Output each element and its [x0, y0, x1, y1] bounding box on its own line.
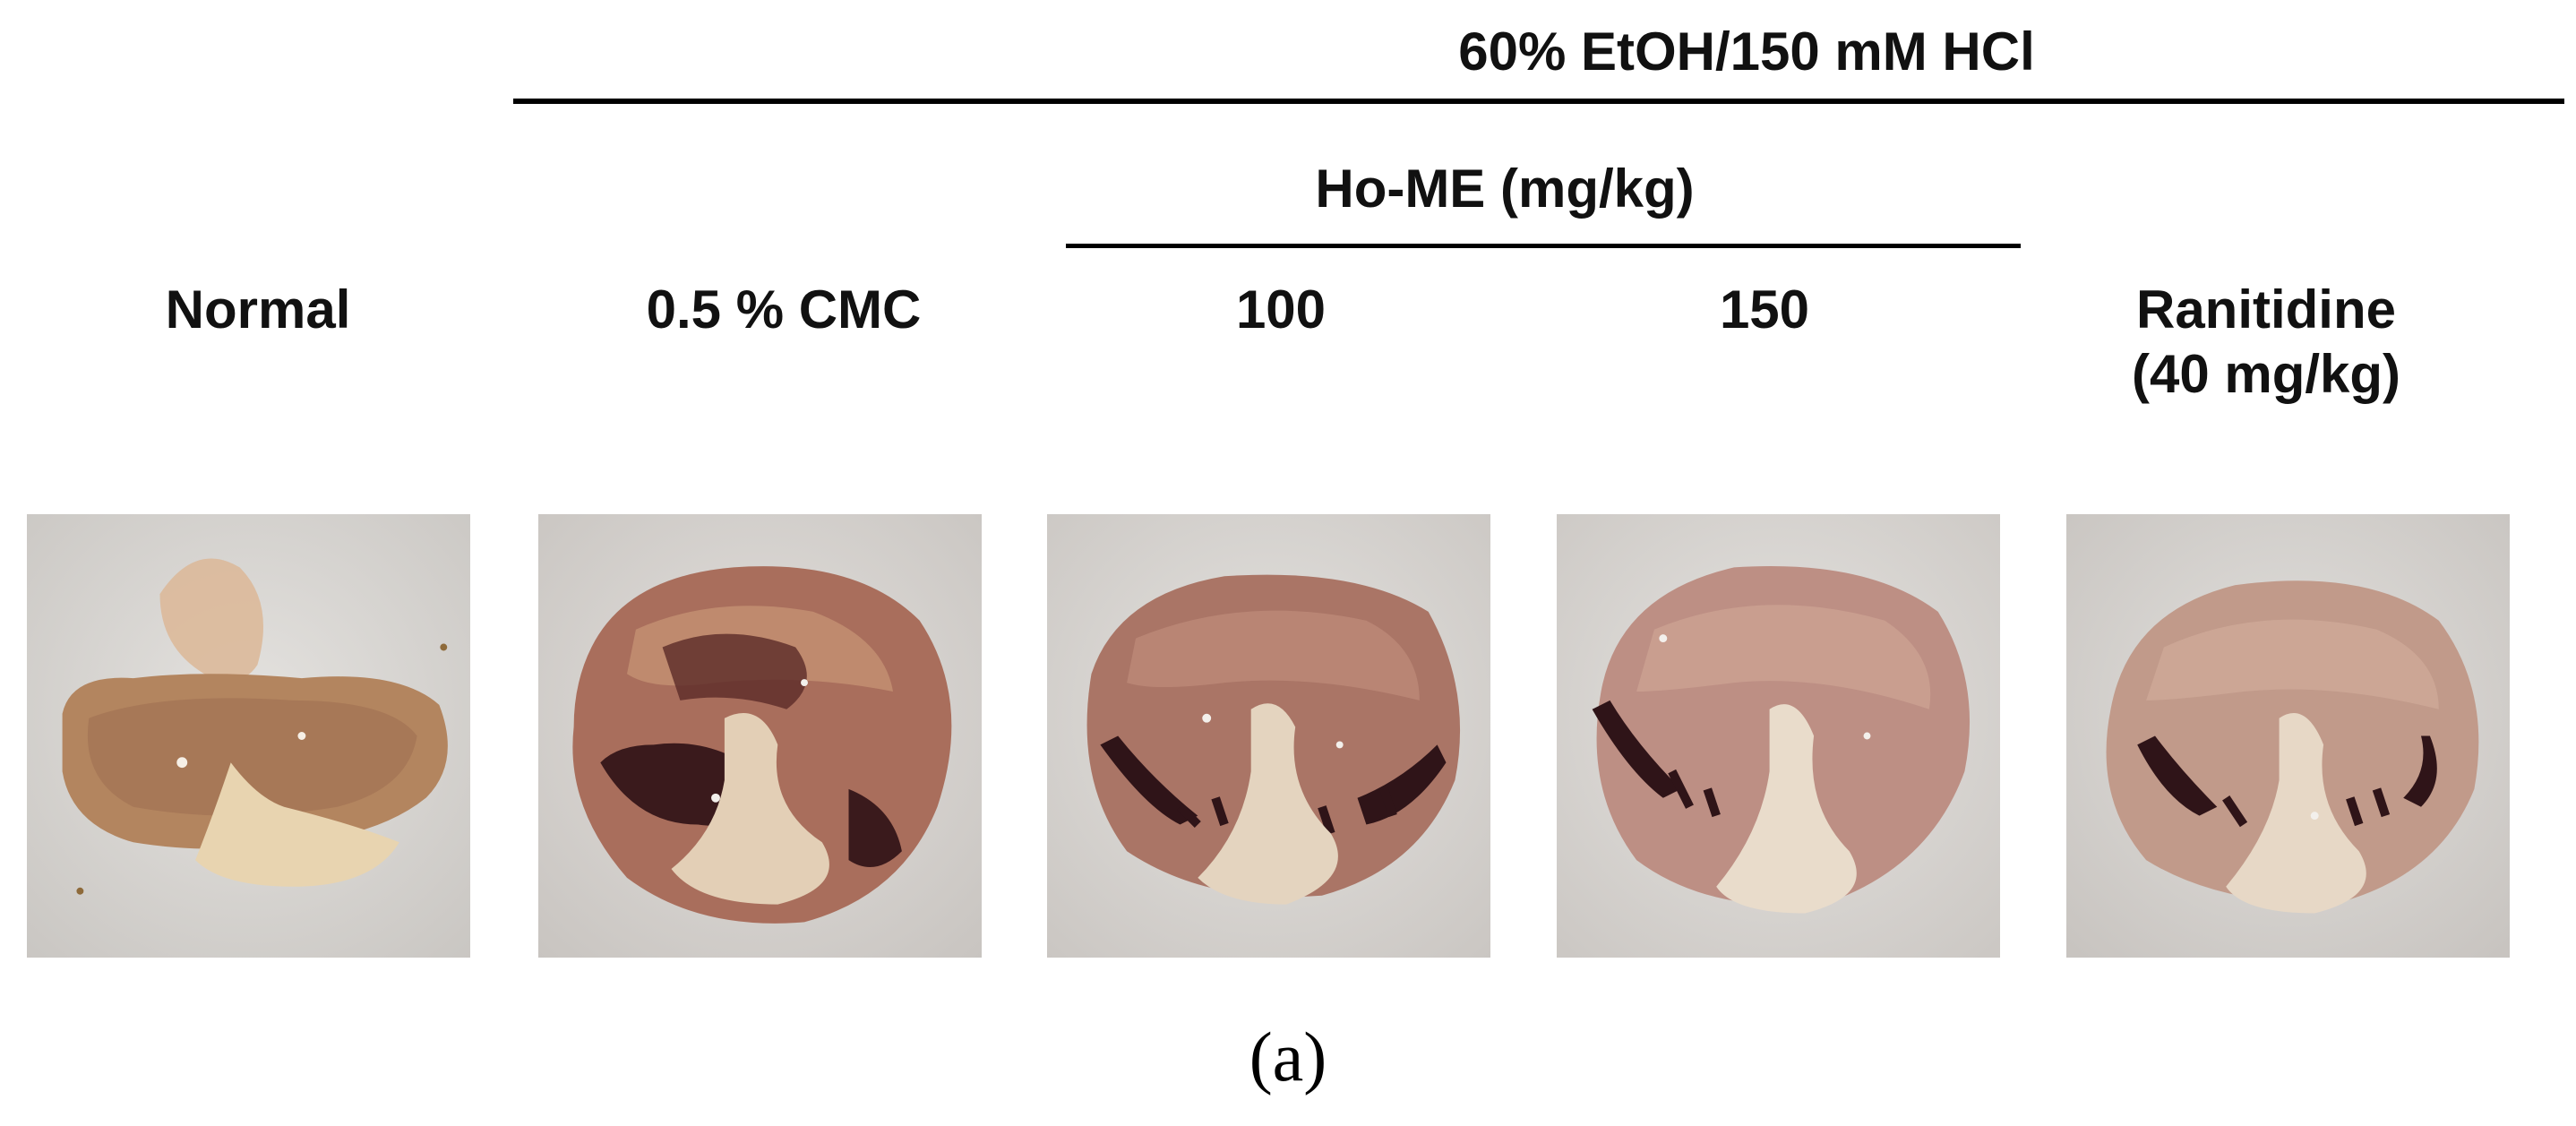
- photo-ranitidine: [2066, 514, 2510, 958]
- panel-label: (a): [1249, 1018, 1327, 1096]
- home-dose-header: Ho-ME (mg/kg): [1315, 159, 1695, 219]
- photo-normal: [27, 514, 470, 958]
- photo-cmc: [538, 514, 982, 958]
- ranitidine-line2: (40 mg/kg): [2131, 344, 2401, 404]
- treatment-header-rule: [513, 99, 2564, 104]
- photo-home-150: [1557, 514, 2000, 958]
- treatment-header: 60% EtOH/150 mM HCl: [1458, 21, 2035, 82]
- home-dose-rule: [1066, 244, 2021, 248]
- photo-home-100: [1047, 514, 1490, 958]
- group-label-home-150: 150: [1719, 279, 1810, 340]
- ranitidine-line1: Ranitidine: [2135, 279, 2396, 340]
- group-label-normal: Normal: [165, 279, 351, 340]
- group-label-cmc: 0.5 % CMC: [646, 279, 922, 340]
- group-label-home-100: 100: [1235, 279, 1327, 340]
- group-label-ranitidine: Ranitidine (40 mg/kg): [2096, 278, 2436, 407]
